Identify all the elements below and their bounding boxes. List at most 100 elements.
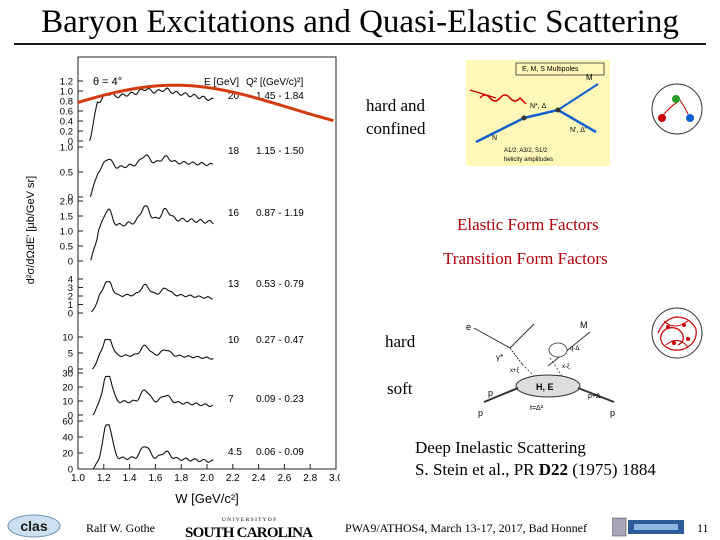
y-tick-label: 0.4 bbox=[60, 117, 73, 128]
y-tick-label: 20 bbox=[62, 383, 73, 394]
y-tick-label: 40 bbox=[62, 433, 73, 444]
reference-volume: D22 bbox=[538, 460, 569, 479]
panel-q2: 1.45 - 1.84 bbox=[256, 91, 304, 102]
y-tick-label: 0 bbox=[68, 465, 73, 476]
cross-section-chart: 1.01.21.41.61.82.02.22.42.62.83.01.21.00… bbox=[25, 56, 340, 506]
clas-logo-text: clas bbox=[20, 518, 47, 534]
panel-curve-6 bbox=[93, 424, 214, 470]
angle-label: θ = 4° bbox=[93, 76, 122, 88]
transition-form-factors: Transition Form Factors bbox=[443, 249, 608, 268]
y-tick-label: 4 bbox=[68, 275, 73, 286]
diagram-background bbox=[466, 60, 610, 166]
conference-logo bbox=[612, 517, 684, 537]
y-tick-label: 30 bbox=[62, 369, 73, 380]
label-N-star: N*, Δ bbox=[530, 103, 547, 110]
usc-name: SOUTH CAROLINA bbox=[185, 525, 313, 540]
label-gamma: γ* bbox=[496, 353, 503, 362]
gpd-diagram: e γ* M x+ξ x-ξ q-Δ H, E p p p p+Δ t=Δ² bbox=[466, 320, 615, 418]
panel-q2: 0.06 - 0.09 bbox=[256, 447, 304, 458]
y-tick-label: 1.0 bbox=[60, 143, 73, 154]
y-tick-label: 1.0 bbox=[60, 87, 73, 98]
y-tick-label: 0 bbox=[68, 137, 73, 148]
q2-header: Q² [(GeV/c)²] bbox=[246, 77, 303, 88]
panel-curve-2 bbox=[90, 205, 214, 261]
panel-curve-3 bbox=[91, 281, 213, 313]
label-xm: x-ξ bbox=[562, 364, 570, 370]
page-number: 11 bbox=[697, 521, 709, 535]
label-amplitudes: A1/2, A3/2, S1/2 bbox=[504, 148, 548, 154]
y-tick-label: 2 bbox=[68, 292, 73, 303]
x-tick-label: 1.0 bbox=[71, 473, 85, 484]
label-t: t=Δ² bbox=[530, 405, 544, 412]
footer-conference: PWA9/ATHOS4, March 13-17, 2017, Bad Honn… bbox=[345, 521, 587, 535]
hard-confined-line-1: hard and bbox=[366, 96, 426, 115]
y-tick-label: 3 bbox=[68, 283, 73, 294]
x-tick-label: 2.2 bbox=[226, 473, 240, 484]
multipole-box bbox=[515, 62, 605, 76]
x-tick-label: 2.4 bbox=[252, 473, 266, 484]
fit-curve bbox=[77, 83, 334, 123]
panel-energy: 20 bbox=[228, 91, 240, 102]
y-tick-label: 1 bbox=[68, 300, 73, 311]
y-tick-label: 1.5 bbox=[60, 212, 73, 223]
label-helicity: helicity amplitudes bbox=[504, 157, 553, 163]
x-tick-label: 2.6 bbox=[277, 473, 291, 484]
y-tick-label: 1.2 bbox=[60, 77, 73, 88]
x-tick-label: 1.2 bbox=[97, 473, 111, 484]
label-HE: H, E bbox=[536, 382, 554, 392]
label-N: N bbox=[492, 135, 497, 142]
y-tick-label: 10 bbox=[62, 333, 73, 344]
panel-energy: 10 bbox=[228, 335, 240, 346]
label-p-right: p bbox=[610, 408, 615, 418]
label-p-left: p bbox=[488, 388, 493, 398]
y-tick-label: 0.6 bbox=[60, 107, 73, 118]
meson-out bbox=[557, 83, 599, 111]
y-tick-label: 0 bbox=[68, 193, 73, 204]
label-xd: x+ξ bbox=[510, 368, 520, 374]
clas-logo: clas bbox=[7, 514, 61, 538]
panel-q2: 0.87 - 1.19 bbox=[256, 208, 304, 219]
multipole-header: E, M, S Multipoles bbox=[522, 66, 579, 73]
panel-energy: 4.5 bbox=[228, 447, 242, 458]
hard-label: hard bbox=[385, 332, 416, 351]
label-p-bottom: p bbox=[478, 408, 483, 418]
y-tick-label: 0 bbox=[68, 365, 73, 376]
panel-q2: 0.53 - 0.79 bbox=[256, 279, 304, 290]
reference-prefix: S. Stein et al., PR bbox=[415, 460, 539, 479]
x-tick-label: 1.8 bbox=[174, 473, 188, 484]
x-tick-label: 2.0 bbox=[200, 473, 214, 484]
electron-in bbox=[469, 89, 497, 99]
panel-q2: 0.09 - 0.23 bbox=[256, 394, 304, 405]
quark-model-icon bbox=[651, 83, 703, 135]
y-tick-label: 5 bbox=[68, 349, 73, 360]
hard-confined-line-2: confined bbox=[366, 119, 426, 138]
y-tick-label: 10 bbox=[62, 397, 73, 408]
label-N-prime: N', Δ' bbox=[570, 127, 586, 134]
label-M: M bbox=[586, 73, 593, 82]
usc-logo: U N I V E R S I T Y O F SOUTH CAROLINA bbox=[185, 517, 313, 540]
x-tick-label: 3.0 bbox=[329, 473, 340, 484]
y-tick-label: 2.0 bbox=[60, 197, 73, 208]
panel-q2: 1.15 - 1.50 bbox=[256, 146, 304, 157]
nucleon-out bbox=[557, 108, 597, 134]
vertex-2 bbox=[555, 107, 561, 113]
usc-top: U N I V E R S I T Y O F bbox=[222, 517, 276, 523]
y-tick-label: 0 bbox=[68, 257, 73, 268]
y-tick-label: 0 bbox=[68, 309, 73, 320]
label-qd: q-Δ bbox=[570, 346, 579, 352]
panel-energy: 7 bbox=[228, 394, 234, 405]
y-tick-label: 0 bbox=[68, 411, 73, 422]
label-e: e bbox=[466, 322, 471, 332]
y-tick-label: 0.2 bbox=[60, 127, 73, 138]
x-tick-label: 1.6 bbox=[148, 473, 162, 484]
x-tick-label: 1.4 bbox=[123, 473, 137, 484]
y-tick-label: 20 bbox=[62, 449, 73, 460]
label-pd: p+Δ bbox=[588, 393, 601, 400]
elastic-form-factors: Elastic Form Factors bbox=[457, 215, 599, 234]
dis-label: Deep Inelastic Scattering bbox=[415, 438, 586, 457]
panel-energy: 16 bbox=[228, 208, 240, 219]
reference: S. Stein et al., PR D22 (1975) 1884 bbox=[415, 459, 656, 480]
reference-suffix: (1975) 1884 bbox=[568, 460, 656, 479]
energy-header: E [GeV] bbox=[204, 77, 239, 88]
y-tick-label: 0.5 bbox=[60, 242, 73, 253]
